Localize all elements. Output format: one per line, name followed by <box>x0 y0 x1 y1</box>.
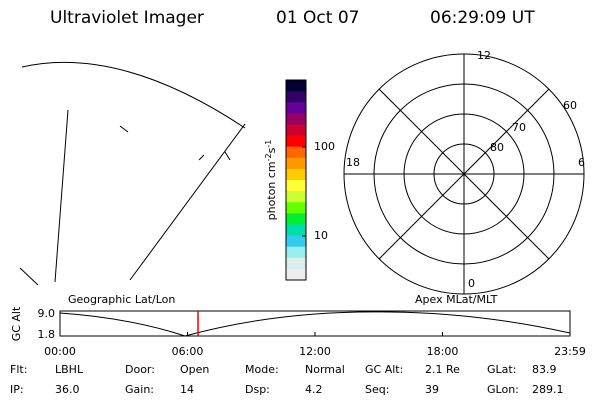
color-step <box>286 146 306 159</box>
field-label: Dsp: <box>245 383 270 396</box>
color-step <box>286 213 306 225</box>
title: Ultraviolet Imager <box>50 8 204 28</box>
x-tick-label: 06:00 <box>172 345 204 358</box>
label-part: -2 <box>264 153 273 161</box>
field-label: Mode: <box>245 363 279 376</box>
footer: Flt: LBHL Door: Open Mode: Normal GC Alt: 2.1 R… <box>10 363 564 396</box>
coast <box>198 154 205 161</box>
time: 06:29:09 UT <box>430 8 535 28</box>
lat-label: 80 <box>490 141 504 154</box>
map-limb <box>21 61 246 129</box>
color-step <box>286 102 306 114</box>
field-label: GC Alt: <box>365 363 403 376</box>
field-value: 83.9 <box>532 363 557 376</box>
field-value: 36.0 <box>55 383 80 396</box>
timeline-y-tick: 1.8 <box>38 328 56 341</box>
colorbar-tick: 10 <box>314 229 328 242</box>
label-part: s <box>265 147 278 153</box>
date: 01 Oct 07 <box>276 8 359 28</box>
color-step <box>286 180 306 192</box>
color-step <box>286 91 306 103</box>
lat-label: 70 <box>512 121 526 134</box>
map-edge <box>129 123 246 281</box>
field-value: 39 <box>425 383 439 396</box>
mlt-label: 0 <box>468 277 475 290</box>
mlt-label: 12 <box>477 49 491 62</box>
color-step <box>286 80 306 92</box>
colorbar-frame <box>285 79 307 281</box>
colorbar <box>285 79 307 281</box>
coast <box>19 267 39 286</box>
field-value: Normal <box>305 363 345 376</box>
color-step <box>286 168 306 181</box>
timeline-left-title: Geographic Lat/Lon <box>68 293 175 306</box>
timeline-y-tick: 9.0 <box>38 307 56 320</box>
field-label: GLon: <box>487 383 519 396</box>
x-tick-label: 23:59 <box>554 345 586 358</box>
color-step <box>286 113 306 125</box>
field-value: 14 <box>180 383 194 396</box>
color-step <box>286 235 306 248</box>
mlt-label: 18 <box>346 156 360 169</box>
color-step <box>286 135 306 148</box>
x-tick-label: 12:00 <box>299 345 331 358</box>
field-label: Seq: <box>365 383 389 396</box>
field-label: Gain: <box>125 383 154 396</box>
label-part: -1 <box>264 140 273 148</box>
map <box>19 61 246 286</box>
color-step <box>286 157 306 170</box>
map-edge <box>54 109 69 283</box>
timeline-x-ticks: 00:00 06:00 12:00 18:00 23:59 <box>44 332 586 358</box>
color-step <box>286 246 306 259</box>
label-part: photon cm <box>265 161 278 220</box>
colorbar-tick: 100 <box>314 140 335 153</box>
field-label: GLat: <box>487 363 516 376</box>
polar-grid <box>343 53 585 295</box>
mlt-label: 6 <box>578 156 585 169</box>
coast <box>119 125 129 133</box>
color-step <box>286 202 306 214</box>
coast <box>224 151 231 161</box>
color-step <box>286 257 306 270</box>
field-value: 4.2 <box>305 383 323 396</box>
altitude-curve <box>59 311 571 337</box>
field-value: 2.1 Re <box>425 363 460 376</box>
field-value: 289.1 <box>532 383 564 396</box>
color-step <box>286 124 306 137</box>
field-label: IP: <box>10 383 24 396</box>
field-label: Flt: <box>10 363 27 376</box>
color-step <box>286 268 306 281</box>
timeline-right-title: Apex MLat/MLT <box>415 293 498 306</box>
color-step <box>286 191 306 203</box>
x-tick-label: 00:00 <box>44 345 76 358</box>
timeline-y-label: GC Alt <box>10 306 23 341</box>
lat-label: 60 <box>563 99 577 112</box>
spoke <box>378 88 550 260</box>
x-tick-label: 18:00 <box>427 345 459 358</box>
field-value: Open <box>180 363 209 376</box>
field-value: LBHL <box>55 363 84 376</box>
field-label: Door: <box>125 363 155 376</box>
color-step <box>286 224 306 237</box>
colorbar-label: photon cm-2s-1 <box>264 140 279 221</box>
